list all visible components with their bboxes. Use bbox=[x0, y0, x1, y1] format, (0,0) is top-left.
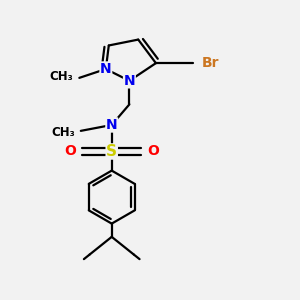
Text: O: O bbox=[147, 145, 159, 158]
Text: Br: Br bbox=[202, 56, 219, 70]
Text: N: N bbox=[124, 74, 135, 88]
Text: CH₃: CH₃ bbox=[50, 70, 74, 83]
Text: S: S bbox=[106, 144, 117, 159]
Text: CH₃: CH₃ bbox=[51, 126, 75, 139]
Text: N: N bbox=[100, 62, 112, 76]
Text: N: N bbox=[106, 118, 118, 132]
Text: O: O bbox=[64, 145, 76, 158]
